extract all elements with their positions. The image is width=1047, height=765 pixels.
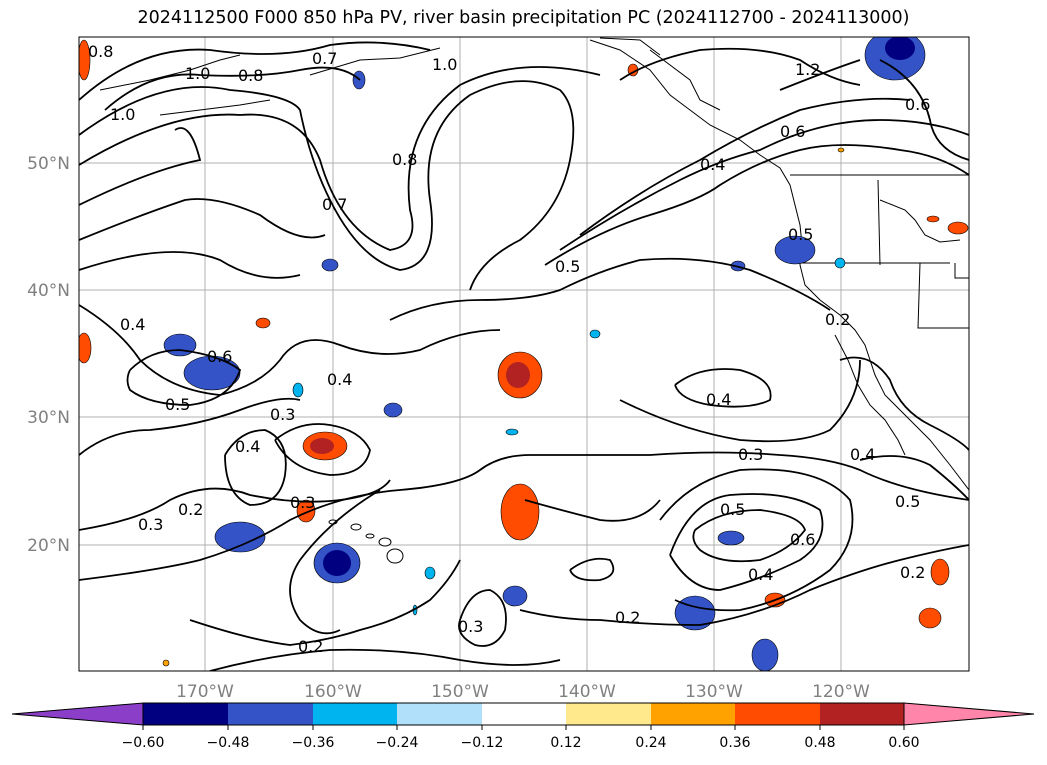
contour-label: 0.4 [850,445,875,464]
contour-label: 0.8 [238,66,263,85]
colorbar-tick-label: 0.36 [719,735,750,751]
contour-label: 0.2 [825,310,850,329]
colorbar-segment [143,703,228,725]
colorbar-tick-label: 0.48 [804,735,835,751]
contour-label: 0.2 [178,500,203,519]
contour-label: 0.3 [290,493,315,512]
colorbar-tick-label: 0.24 [635,735,666,751]
contour-label: 0.3 [270,405,295,424]
contour-label: 0.4 [327,370,352,389]
colorbar-extend-left [11,702,144,726]
colorbar-segment [228,703,313,725]
colorbar-segment [397,703,482,725]
contour-label: 0.6 [790,530,815,549]
colorbar-tick-label: 0.12 [550,735,581,751]
contour-labels: 0.8 1.0 0.8 0.7 1.0 1.0 1.2 0.6 0.6 0.8 … [88,42,930,656]
contour-label: 1.0 [185,64,210,83]
contour-label: 0.3 [138,515,163,534]
colorbar-segment [651,703,735,725]
lon-label-170w: 170°W [176,682,234,702]
contour-label: 0.2 [615,608,640,627]
lat-label-30n: 30°N [27,408,70,428]
lat-label-20n: 20°N [27,536,70,556]
lat-label-40n: 40°N [27,281,70,301]
map-frame [78,36,970,672]
contour-label: 0.2 [298,637,323,656]
colorbar-segment [735,703,820,725]
contour-label: 0.3 [738,445,763,464]
contour-label: 0.4 [120,315,145,334]
contour-label: 0.7 [312,49,337,68]
colorbar-border [142,702,905,726]
colorbar-tick-label: −0.24 [376,735,419,751]
contour-label: 1.0 [110,105,135,124]
contour-label: 0.4 [700,155,725,174]
contour-label: 0.3 [458,617,483,636]
contour-label: 0.5 [555,257,580,276]
lon-label-140w: 140°W [558,682,616,702]
contour-label: 0.4 [748,565,773,584]
pv-contours [79,41,969,671]
colorbar-extend-right [903,702,1035,726]
colorbar-segment [482,703,566,725]
colorbar-tick-label: −0.36 [292,735,335,751]
contour-label: 0.8 [392,150,417,169]
map-title: 2024112500 F000 850 hPa PV, river basin … [137,8,910,28]
contour-label: 0.4 [235,437,260,456]
contour-label: 0.6 [905,95,930,114]
lon-label-130w: 130°W [685,682,743,702]
colorbar-tick-label: −0.60 [122,735,165,751]
colorbar-tick-label: 0.60 [888,735,919,751]
contour-label: 0.6 [207,347,232,366]
colorbar-tick-labels: −0.60 −0.48 −0.36 −0.24 −0.12 0.12 0.24 … [122,735,920,751]
colorbar-segment [820,703,904,725]
contour-label: 0.5 [895,492,920,511]
colorbar-ticks [142,725,905,730]
contour-label: 1.2 [795,60,820,79]
lat-label-50n: 50°N [27,154,70,174]
colorbar-segment [313,703,397,725]
longitude-labels: 170°W 160°W 150°W 140°W 130°W 120°W [176,682,870,702]
contour-label: 0.8 [88,42,113,61]
lon-label-120w: 120°W [812,682,870,702]
colorbar-tick-label: −0.48 [207,735,250,751]
contour-label: 0.2 [900,563,925,582]
lon-label-160w: 160°W [304,682,362,702]
contour-label: 0.7 [322,195,347,214]
latitude-labels: 50°N 40°N 30°N 20°N [27,154,70,556]
contour-label: 1.0 [432,55,457,74]
colorbar-segment [566,703,651,725]
contour-label: 0.5 [720,500,745,519]
contour-label: 0.6 [780,122,805,141]
contour-label: 0.4 [706,390,731,409]
colorbar-tick-label: −0.12 [461,735,504,751]
colorbar: −0.60 −0.48 −0.36 −0.24 −0.12 0.12 0.24 … [11,702,1035,751]
contour-label: 0.5 [788,225,813,244]
contour-label: 0.5 [165,395,190,414]
coastlines [99,37,969,491]
lon-label-150w: 150°W [431,682,489,702]
precip-shading [79,37,969,671]
